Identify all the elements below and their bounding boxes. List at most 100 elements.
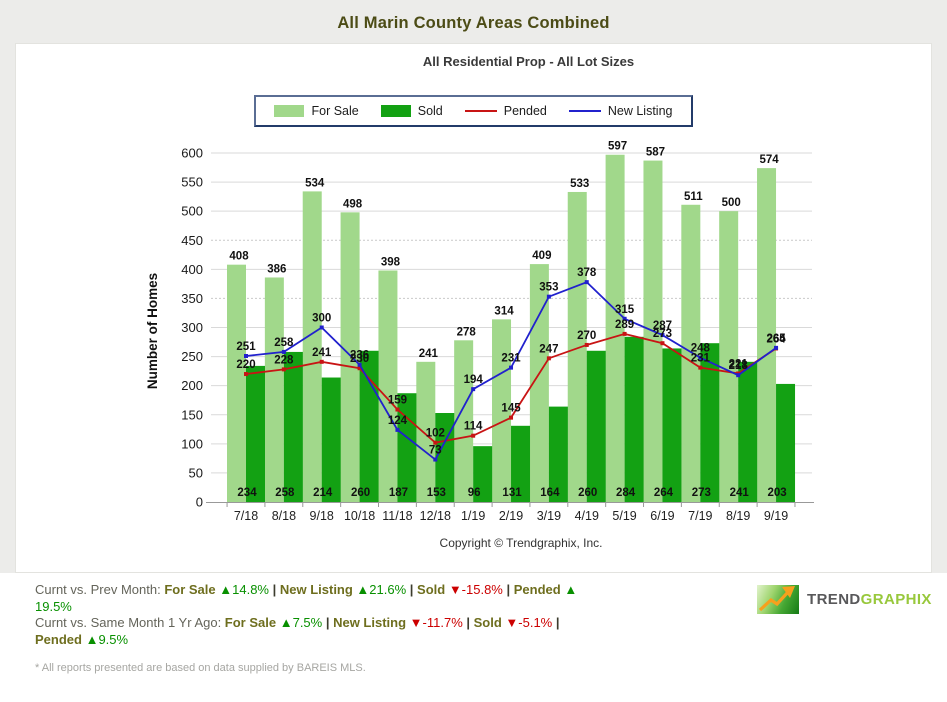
line-point — [433, 440, 438, 445]
bar-sold — [776, 383, 796, 502]
pended-value-label: 221 — [729, 358, 749, 370]
for-sale-value-label: 398 — [381, 256, 401, 268]
line-point — [736, 373, 741, 378]
x-tick-label: 9/18 — [310, 509, 334, 523]
x-tick-label: 5/19 — [612, 509, 636, 523]
footnote: * All reports presented are based on dat… — [35, 662, 366, 674]
legend-label: Pended — [503, 104, 547, 118]
x-tick-label: 8/19 — [726, 509, 750, 523]
bar-sold — [548, 406, 568, 502]
sold-value-label: 260 — [351, 487, 370, 499]
bar-sold — [283, 351, 303, 502]
x-tick-label: 4/19 — [575, 509, 599, 523]
legend-item-sold: Sold — [380, 104, 443, 118]
y-tick-label: 600 — [181, 146, 203, 161]
sold-value-label: 214 — [313, 487, 333, 499]
for-sale-value-label: 500 — [722, 197, 741, 209]
bar-for-sale — [416, 361, 436, 502]
for-sale-value-label: 314 — [494, 305, 514, 317]
pended-value-label: 230 — [350, 353, 369, 365]
bar-for-sale — [302, 191, 322, 502]
summary-segment: ▼-15.8% — [448, 582, 503, 597]
y-tick-label: 100 — [181, 436, 203, 451]
bar-for-sale — [378, 270, 398, 502]
sold-value-label: 187 — [389, 487, 408, 499]
line-point — [319, 325, 324, 330]
summary-segment: ▼-11.7% — [409, 615, 463, 630]
bar-sold — [321, 377, 341, 502]
new-listing-value-label: 248 — [691, 343, 711, 355]
x-tick-label: 8/18 — [272, 509, 296, 523]
bar-for-sale — [757, 168, 777, 502]
bar-sold — [359, 350, 379, 502]
pended-value-label: 220 — [236, 359, 255, 371]
summary-segment: | — [268, 582, 280, 597]
bar-sold — [473, 446, 493, 502]
pended-value-label: 247 — [539, 343, 558, 355]
y-tick-label: 450 — [181, 233, 203, 248]
pended-value-label: 145 — [501, 403, 521, 415]
summary-segment: ▲ — [564, 582, 578, 597]
line-point — [622, 331, 627, 336]
new-listing-value-label: 124 — [388, 415, 408, 427]
for-sale-value-label: 534 — [305, 177, 325, 189]
pended-value-label: 264 — [766, 333, 786, 345]
summary-segment: Pended — [513, 582, 565, 597]
line-point — [546, 356, 551, 361]
bar-sold — [586, 350, 606, 502]
legend-swatch — [380, 105, 411, 117]
pended-value-label: 114 — [464, 421, 483, 433]
trend-arrow-icon — [757, 585, 799, 614]
new-listing-value-label: 378 — [577, 267, 597, 279]
summary-segment: | — [552, 615, 560, 630]
x-tick-label: 11/18 — [382, 509, 412, 523]
pended-value-label: 289 — [615, 319, 634, 331]
x-tick-label: 12/18 — [420, 509, 451, 523]
sold-value-label: 96 — [468, 487, 481, 499]
for-sale-value-label: 498 — [343, 198, 363, 210]
line-point — [281, 349, 286, 354]
pended-value-label: 102 — [426, 428, 445, 440]
pended-value-label: 270 — [577, 330, 596, 342]
logo-wordmark: TRENDGRAPHIX — [807, 591, 932, 608]
line-point — [546, 294, 551, 299]
line-point — [509, 415, 514, 420]
line-point — [395, 427, 400, 432]
legend-swatch — [568, 109, 601, 113]
pended-value-label: 231 — [691, 353, 711, 365]
for-sale-value-label: 597 — [608, 141, 627, 153]
summary-row: Curnt vs. Prev Month: For Sale ▲14.8% | … — [35, 582, 735, 615]
bar-sold — [624, 336, 644, 502]
bar-for-sale — [605, 154, 625, 502]
legend-label: Sold — [417, 104, 443, 118]
summary-segment: Pended — [35, 631, 86, 647]
line-point — [584, 342, 589, 347]
line-point — [244, 354, 248, 359]
summary-segment: ▲9.5% — [85, 631, 129, 647]
logo-trend-text: TREND — [807, 591, 861, 608]
new-listing-value-label: 218 — [729, 360, 749, 372]
y-tick-label: 150 — [181, 407, 203, 422]
new-listing-value-label: 251 — [236, 341, 256, 353]
summary-segment: New Listing — [333, 615, 410, 630]
bar-for-sale — [567, 191, 587, 502]
chart-area: Number of Homes Copyright © Trendgraphix… — [16, 129, 931, 562]
summary-segment: Sold — [473, 615, 506, 630]
x-tick-label: 3/19 — [537, 509, 561, 523]
y-tick-label: 400 — [181, 262, 203, 277]
y-tick-label: 50 — [189, 465, 203, 480]
legend-swatch — [464, 109, 497, 113]
new-listing-value-label: 287 — [653, 320, 672, 332]
bar-for-sale — [492, 319, 512, 502]
bar-sold — [700, 343, 720, 502]
pended-value-label: 228 — [274, 354, 294, 366]
bar-sold — [435, 413, 455, 502]
summary-segment: New Listing — [279, 582, 357, 597]
for-sale-value-label: 386 — [267, 263, 286, 275]
line-point — [244, 372, 248, 377]
sold-value-label: 164 — [540, 487, 560, 499]
summary-segment: ▲14.8% — [219, 582, 269, 597]
page-title: All Marin County Areas Combined — [337, 14, 610, 32]
new-listing-value-label: 231 — [501, 353, 521, 365]
line-point — [395, 407, 400, 412]
